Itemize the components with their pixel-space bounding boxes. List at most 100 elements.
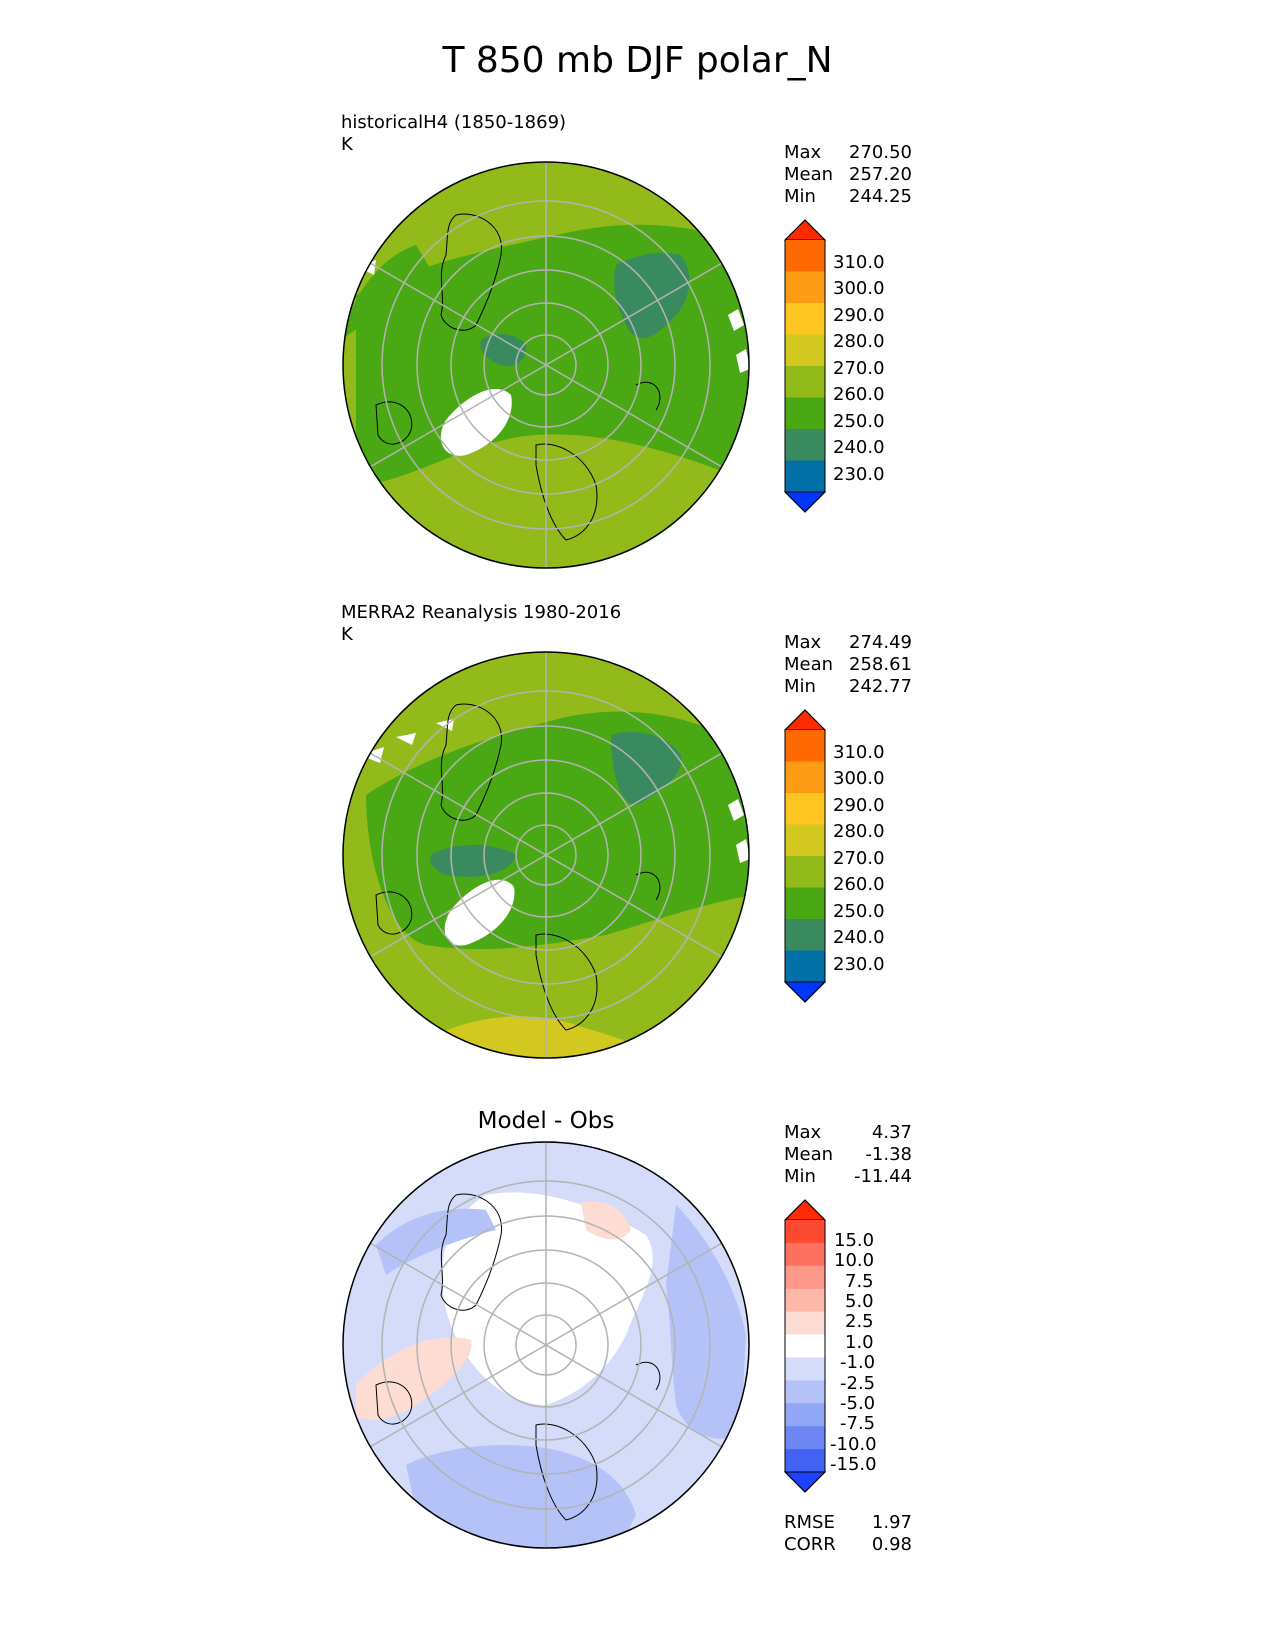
panel-1-mean-value: 257.20 [849,164,912,185]
panel-2-colorbar-top-cap [783,709,827,731]
panel-3-min-label: Min [784,1166,816,1187]
panel-3-mean-value: -1.38 [865,1144,912,1165]
panel-1-colorbar-segment [785,334,825,367]
panel-1-cb-label: 290.0 [833,305,885,326]
panel-2-cb-label: 270.0 [833,848,885,869]
panel-2-cb-label: 280.0 [833,821,885,842]
panel-3-colorbar-segment [785,1449,825,1473]
panel-3-colorbar-segment [785,1334,825,1358]
panel-2-mask-nw [360,719,454,763]
panel-2-title: MERRA2 Reanalysis 1980-2016 [341,602,622,623]
panel-1-max-value: 270.50 [849,142,912,163]
panel-2-colorbar-bottom-cap [783,981,827,1003]
panel-2-map-border [342,651,750,1059]
panel-1-min-value: 244.25 [849,186,912,207]
panel-3-title: Model - Obs [477,1108,615,1134]
panel-1-greenland-mask [440,389,512,456]
panel-2-cb-label: 240.0 [833,927,885,948]
panel-1-cb-label: 300.0 [833,278,885,299]
panel-1-colorbar-top-cap [783,219,827,241]
panel-3-colorbar-bottom-cap [783,1471,827,1493]
panel-2-coastlines [375,703,661,1031]
panel-3-cb-label: -15.0 [830,1454,877,1475]
corr-label: CORR [784,1534,836,1555]
rmse-value: 1.97 [871,1512,912,1533]
panel-2-colorbar-segment [785,793,825,825]
panel-2-greenland-mask [444,879,515,946]
panel-3-colorbar-segment [785,1357,825,1381]
panel-1-min-label: Min [784,186,816,207]
panel-3-max-value: 4.37 [871,1122,912,1143]
panel-1-cb-label: 260.0 [833,384,885,405]
panel-3-colorbar-segment [785,1220,825,1244]
panel-2-colorbar [783,709,827,1003]
panel-3-field-plus1-w [356,1337,472,1421]
panel-1-map-border [342,161,750,569]
panel-1-polar-map [342,161,750,569]
panel-3-cb-label: -1.0 [840,1352,876,1373]
panel-1-colorbar-segment [785,303,825,335]
panel-1-cb-label: 280.0 [833,331,885,352]
panel-2-mean-value: 258.61 [849,654,912,675]
panel-3-colorbar-segment [785,1311,825,1336]
panel-1-coastlines [375,213,661,541]
panel-2-colorbar-segment [785,887,825,920]
panel-2-mask-e [728,799,749,863]
panel-3-colorbar-segment [785,1265,825,1290]
panel-2-cb-label: 250.0 [833,901,885,922]
panel-1-max-label: Max [784,142,822,163]
panel-3-cb-label: 15.0 [834,1230,875,1251]
panel-3-colorbar [783,1199,827,1493]
panel-3-colorbar-segment [785,1242,825,1267]
panel-1-field-260-b [343,245,431,340]
panel-1-field-250-east [614,253,690,339]
panel-1-colorbar-bottom-cap [783,491,827,513]
panel-2-cb-label: 310.0 [833,742,885,763]
panel-2-colorbar-segment [785,730,825,762]
panel-2-cb-label: 230.0 [833,954,885,975]
rmse-label: RMSE [784,1512,835,1533]
panel-3-map-border [342,1141,750,1549]
panel-1-colorbar-segment [785,366,825,398]
panel-1-colorbar-segment [785,460,825,493]
panel-1-colorbar-outline [784,219,826,513]
panel-2-units: K [341,624,353,645]
panel-2-polar-map [342,651,750,1059]
panel-3-min-value: -11.44 [853,1166,912,1187]
panel-2-mean-label: Mean [784,654,834,675]
panel-3-metrics: RMSE 1.97 CORR 0.98 [784,1512,912,1556]
panel-3-max-label: Max [784,1122,822,1143]
panel-3-polar-map [342,1141,750,1549]
panel-1-units: K [341,134,353,155]
panel-3-cb-label: 2.5 [845,1311,874,1332]
panel-3-cb-label: 1.0 [845,1332,874,1353]
panel-3-field-minus2p5-s [406,1445,636,1548]
panel-2-colorbar-segment [785,919,825,951]
panel-3-cb-label: 10.0 [834,1250,875,1271]
panel-3-colorbar-segment [785,1380,825,1404]
panel-1-cb-label: 240.0 [833,437,885,458]
panel-1-mask-e1 [728,309,744,331]
panel-2-cb-label: 290.0 [833,795,885,816]
panel-1-colorbar-segment [785,429,825,461]
panel-1-cb-label: 310.0 [833,252,885,273]
panel-1-colorbar [783,219,827,513]
panel-2-stats: Max 274.49 Mean 258.61 Min 242.77 [784,632,912,698]
panel-2-colorbar-segment [785,950,825,983]
panel-1-cb-label: 270.0 [833,358,885,379]
panel-3-colorbar-outline [784,1199,826,1493]
panel-2-min-value: 242.77 [849,676,912,697]
panel-3-coastlines [375,1193,661,1521]
panel-1-mask-e2 [736,349,749,373]
panel-1-stats: Max 270.50 Mean 257.20 Min 244.25 [784,142,912,208]
panel-2-colorbar-labels: 310.0 300.0 290.0 280.0 270.0 260.0 250.… [833,710,913,1002]
panel-3-cb-label: -7.5 [840,1413,876,1434]
panel-1-title: historicalH4 (1850-1869) [341,112,567,133]
panel-1-graticule [369,162,723,568]
panel-3-field-plus1-n [581,1201,631,1240]
panel-3-cb-label: -5.0 [840,1393,876,1414]
panel-1-cb-label: 250.0 [833,411,885,432]
panel-3-colorbar-segment [785,1288,825,1313]
panel-1-colorbar-labels: 310.0 300.0 290.0 280.0 270.0 260.0 250.… [833,220,913,512]
panel-3-cb-label: 5.0 [845,1291,874,1312]
